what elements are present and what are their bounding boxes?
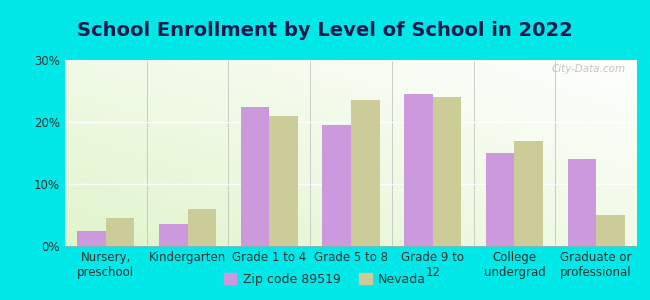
Bar xyxy=(514,141,543,246)
Bar xyxy=(567,159,596,246)
Bar xyxy=(486,153,514,246)
Bar xyxy=(106,218,135,246)
Bar xyxy=(404,94,433,246)
Bar xyxy=(322,125,351,246)
Bar xyxy=(596,215,625,246)
Bar xyxy=(159,224,188,246)
Bar xyxy=(188,209,216,246)
Bar xyxy=(269,116,298,246)
Bar xyxy=(433,97,462,246)
Text: City-Data.com: City-Data.com xyxy=(551,64,625,74)
Bar xyxy=(77,230,106,246)
Bar xyxy=(240,106,269,246)
Bar xyxy=(351,100,380,246)
Text: School Enrollment by Level of School in 2022: School Enrollment by Level of School in … xyxy=(77,21,573,40)
Legend: Zip code 89519, Nevada: Zip code 89519, Nevada xyxy=(219,268,431,291)
